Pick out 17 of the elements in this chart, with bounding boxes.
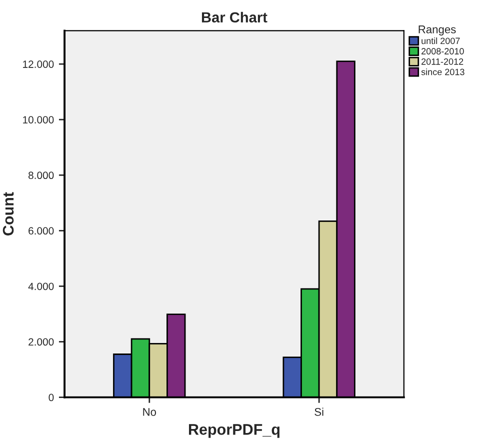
y-tick-label: 0: [48, 394, 54, 402]
y-axis-title: Count: [2, 192, 14, 236]
legend-label: 2008-2010: [422, 48, 464, 54]
y-tick-label: 6.000: [28, 227, 54, 235]
x-tick-label: Si: [314, 408, 324, 416]
legend-label: until 2007: [422, 37, 460, 44]
y-tick-label: 2.000: [28, 338, 54, 346]
chart-title: Bar Chart: [202, 12, 268, 23]
legend-label: 2011-2012: [422, 58, 464, 65]
x-axis-title: ReporPDF_q: [188, 424, 280, 438]
y-tick-label: 8.000: [28, 172, 54, 180]
legend-label: since 2013: [421, 68, 464, 76]
x-tick-label: No: [143, 408, 156, 416]
y-tick-label: 4.000: [28, 282, 54, 290]
legend-title: Ranges: [418, 26, 456, 36]
y-tick-label: 12.000: [23, 60, 54, 68]
y-tick-label: 10.000: [23, 116, 54, 124]
